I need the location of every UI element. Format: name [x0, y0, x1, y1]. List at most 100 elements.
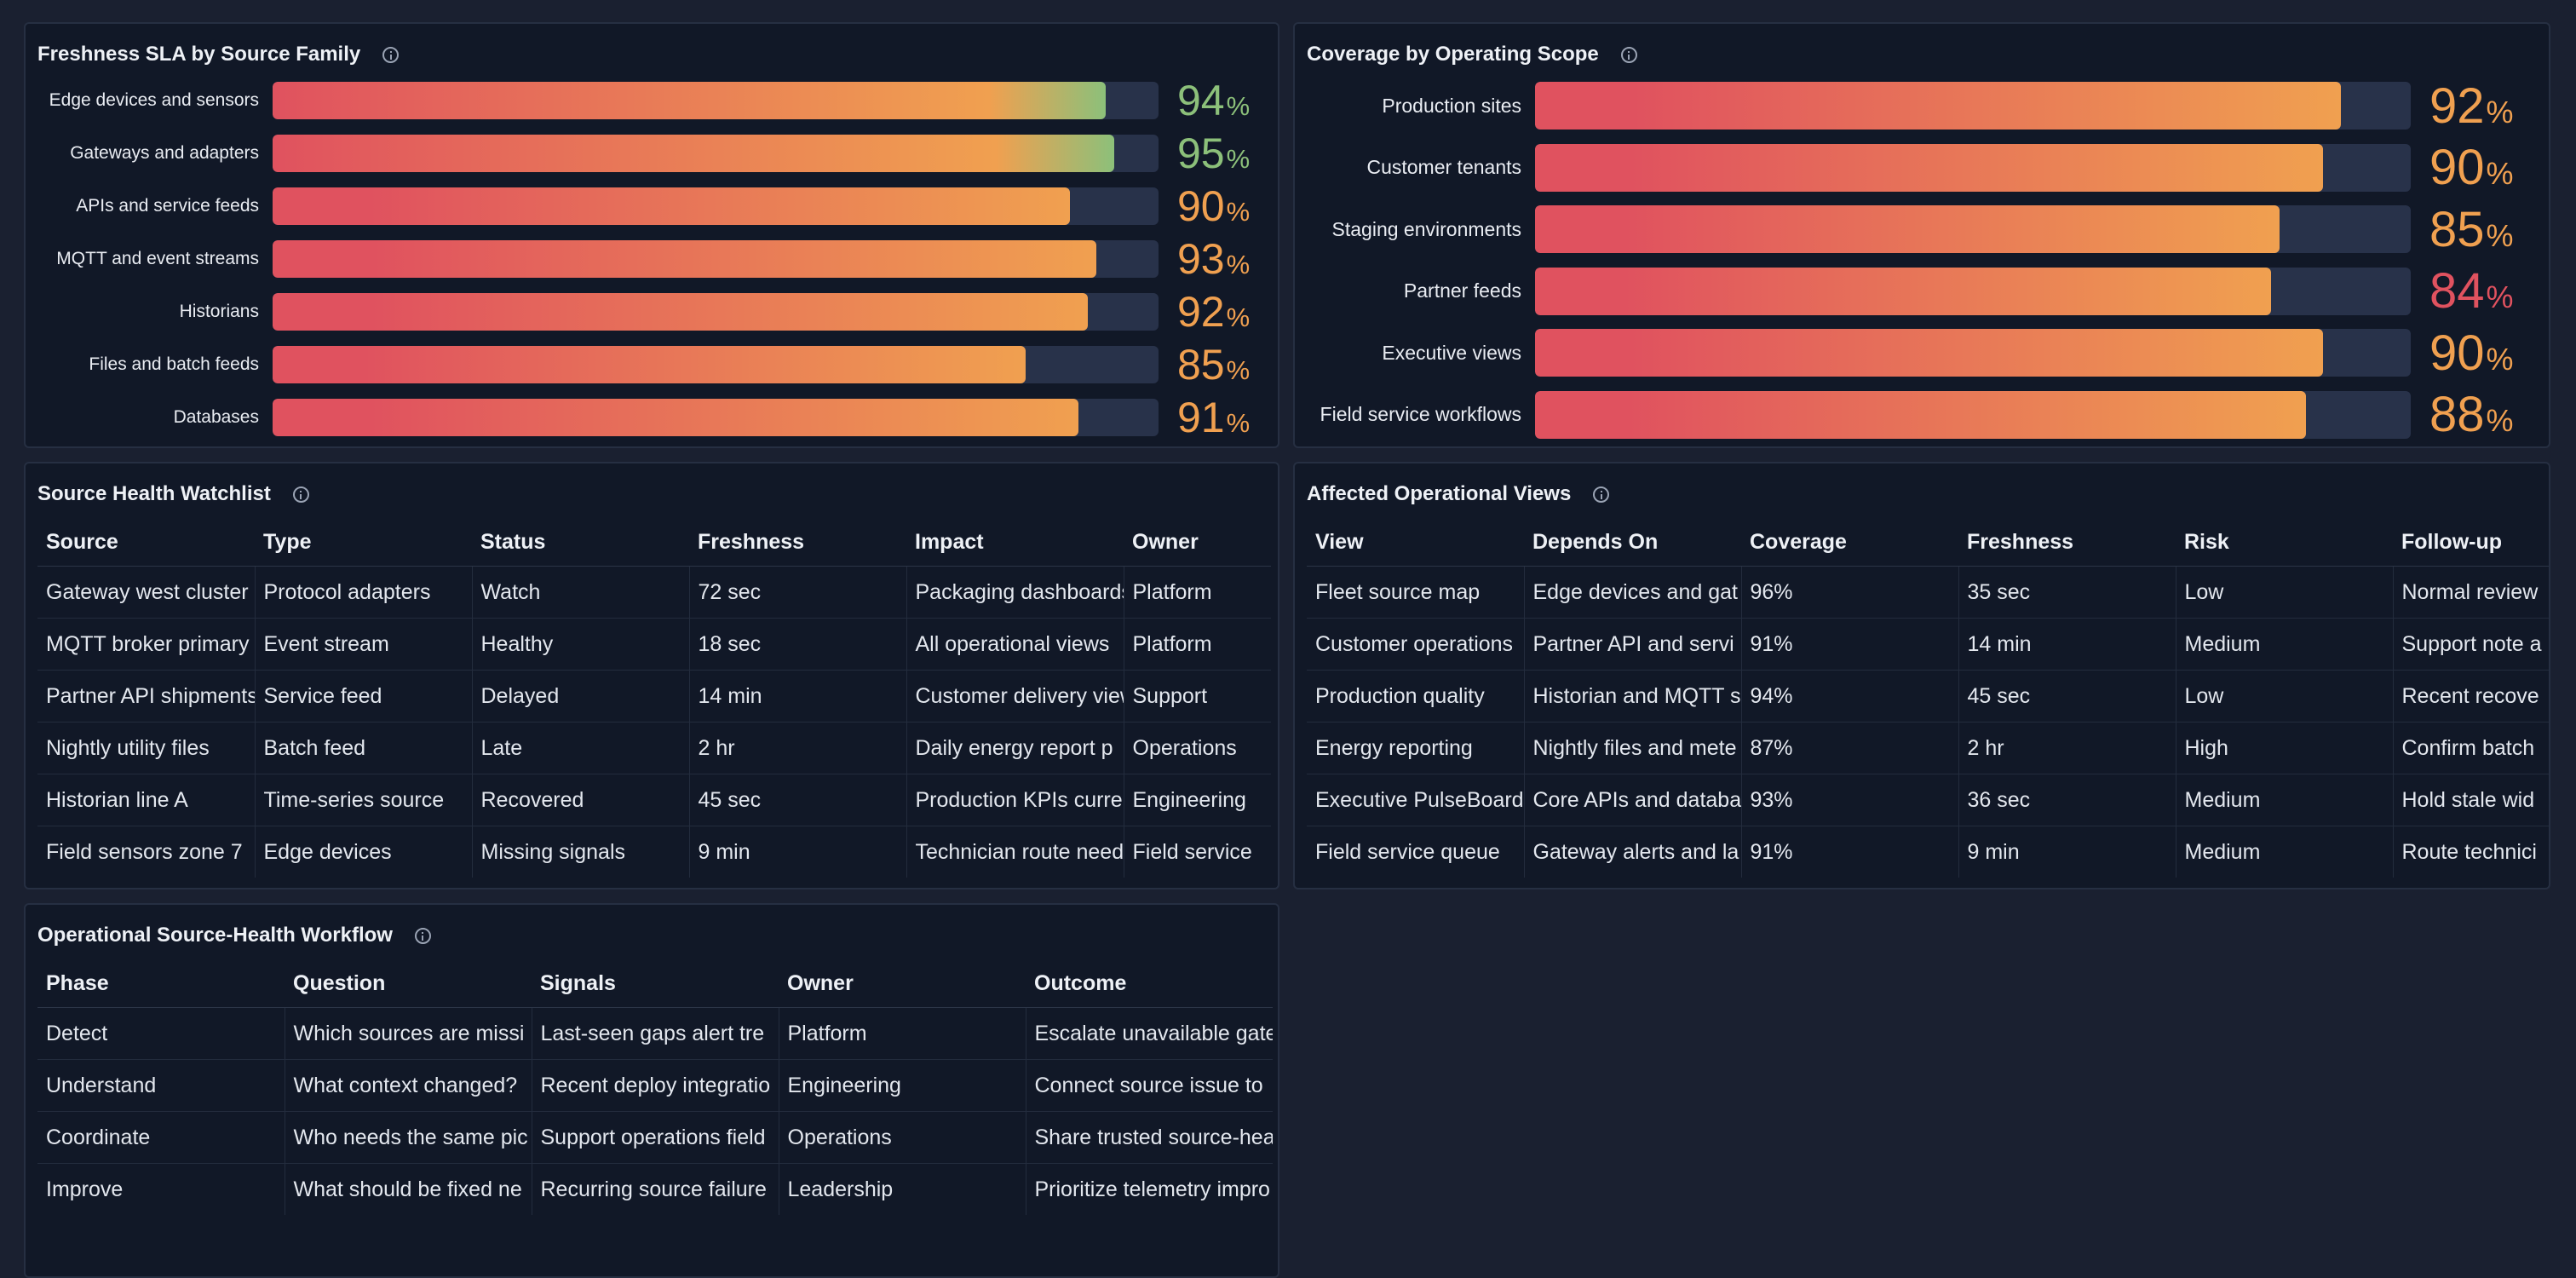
- column-header[interactable]: Follow-up: [2393, 518, 2549, 567]
- column-header[interactable]: Depends On: [1524, 518, 1741, 567]
- table-cell: Nightly files and mete: [1523, 722, 1741, 774]
- bar-value-number: 85: [1177, 341, 1225, 389]
- bar-label: Historians: [179, 302, 259, 321]
- table-cell: Improve: [46, 1177, 124, 1201]
- table-cell: Platform: [1123, 618, 1271, 671]
- bar-label: MQTT and event streams: [56, 249, 259, 268]
- table-header-row: Phase Question Signals Owner Outcome: [37, 959, 1273, 1008]
- bar-label: Production sites: [1382, 94, 1521, 117]
- table-row[interactable]: Understand What context changed? Recent de…: [37, 1059, 1273, 1112]
- table-row[interactable]: Field service queue Gateway alerts and la…: [1307, 826, 2549, 878]
- table-row[interactable]: Gateway west cluster Protocol adapters Wat…: [37, 566, 1271, 619]
- bar-row: Edge devices and sensors 94%: [26, 77, 1251, 124]
- bar-track: [1535, 143, 2411, 192]
- coverage-title-wrap: Coverage by Operating Scope: [1307, 43, 1637, 66]
- info-icon[interactable]: [1593, 486, 1610, 503]
- table-row[interactable]: Executive PulseBoard Core APIs and databa…: [1307, 774, 2549, 826]
- table-row[interactable]: Fleet source map Edge devices and gat 96% 3…: [1307, 566, 2549, 619]
- table-row[interactable]: Partner API shipments Service feed Delayed…: [37, 670, 1271, 722]
- bar-track: [273, 346, 1159, 383]
- column-header[interactable]: Source: [37, 518, 255, 567]
- bar-value: 94%: [1177, 76, 1250, 125]
- column-header[interactable]: Coverage: [1741, 518, 1958, 567]
- table-cell: Protocol adapters: [254, 566, 472, 619]
- info-icon[interactable]: [292, 486, 309, 503]
- info-icon[interactable]: [382, 46, 400, 63]
- table-cell: Delayed: [471, 670, 689, 722]
- table-cell: Route technici: [2392, 826, 2549, 878]
- bar-value-percent: %: [1226, 197, 1251, 227]
- column-header[interactable]: Freshness: [689, 518, 906, 567]
- table-cell: 35 sec: [1958, 566, 2176, 619]
- table-row[interactable]: Detect Which sources are missi Last-seen g…: [37, 1007, 1273, 1060]
- table-cell: Low: [2175, 566, 2393, 619]
- freshness-sla-title-wrap: Freshness SLA by Source Family: [37, 43, 400, 66]
- bar-fill: [273, 135, 1114, 172]
- column-header[interactable]: Owner: [1124, 518, 1271, 567]
- bar-value-percent: %: [2486, 156, 2514, 191]
- column-header[interactable]: Owner: [779, 959, 1026, 1008]
- table-cell: 2 hr: [1958, 722, 2176, 774]
- table-cell: Core APIs and databa: [1523, 774, 1741, 826]
- table-cell: Support note a: [2392, 618, 2549, 671]
- table-cell: Late: [471, 722, 689, 774]
- table-row[interactable]: Coordinate Who needs the same pic Support …: [37, 1111, 1273, 1164]
- table-cell: Understand: [37, 1059, 285, 1112]
- column-header[interactable]: Status: [472, 518, 689, 567]
- table-cell: Batch feed: [254, 722, 472, 774]
- table-cell: Recent recove: [2392, 670, 2549, 722]
- table-row[interactable]: Energy reporting Nightly files and mete 87…: [1307, 722, 2549, 774]
- bar-value: 91%: [1177, 393, 1250, 442]
- column-header[interactable]: Signals: [532, 959, 779, 1008]
- table-cell: Gateway west cluster: [37, 566, 255, 619]
- bar-track: [273, 240, 1159, 278]
- bar-value-number: 92: [2429, 78, 2485, 134]
- table-cell: Platform: [778, 1007, 1026, 1060]
- table-cell: What should be fixed ne: [284, 1163, 532, 1215]
- table-cell: Executive PulseBoard: [1307, 774, 1524, 826]
- bar-track: [273, 293, 1159, 331]
- table-cell: Customer operations: [1307, 618, 1524, 671]
- bar-label: Partner feeds: [1403, 279, 1521, 302]
- freshness-sla-panel: Freshness SLA by Source Family Edge devi…: [24, 22, 1279, 448]
- table-cell: Recent deploy integratio: [531, 1059, 779, 1112]
- table-header-row: View Depends On Coverage Freshness Risk Follo…: [1307, 518, 2549, 567]
- column-header[interactable]: Freshness: [1958, 518, 2176, 567]
- table-cell: Support: [1123, 670, 1271, 722]
- affected-title-wrap: Affected Operational Views: [1307, 482, 1610, 506]
- column-header[interactable]: Question: [285, 959, 532, 1008]
- column-header[interactable]: Impact: [906, 518, 1124, 567]
- bar-label: Edge devices and sensors: [49, 90, 259, 110]
- bar-value-percent: %: [2486, 403, 2514, 438]
- affected-table: View Depends On Coverage Freshness Risk Follo…: [1307, 518, 2549, 878]
- bar-track: [1535, 329, 2411, 377]
- column-header[interactable]: Outcome: [1026, 959, 1273, 1008]
- bar-value: 90%: [1177, 181, 1250, 231]
- table-row[interactable]: Improve What should be fixed ne Recurring …: [37, 1163, 1273, 1215]
- table-row[interactable]: MQTT broker primary Event stream Healthy 18…: [37, 618, 1271, 671]
- bar-track: [273, 135, 1159, 172]
- bar-fill: [1535, 205, 2280, 253]
- bar-label: Field service workflows: [1320, 403, 1521, 425]
- column-header[interactable]: Phase: [37, 959, 285, 1008]
- column-header[interactable]: Risk: [2176, 518, 2393, 567]
- bar-label: Customer tenants: [1366, 156, 1521, 178]
- source-health-watchlist-panel: Source Health Watchlist Source Type Status…: [24, 462, 1279, 889]
- info-icon[interactable]: [1620, 46, 1637, 63]
- workflow-table: Phase Question Signals Owner Outcome Detect Wh…: [37, 959, 1273, 1215]
- info-icon[interactable]: [414, 927, 431, 944]
- table-row[interactable]: Historian line A Time-series source Recove…: [37, 774, 1271, 826]
- table-row[interactable]: Customer operations Partner API and servi…: [1307, 618, 2549, 671]
- column-header[interactable]: View: [1307, 518, 1524, 567]
- bar-value-percent: %: [2486, 341, 2514, 377]
- table-cell: Edge devices: [254, 826, 472, 878]
- table-row[interactable]: Nightly utility files Batch feed Late 2 hr D…: [37, 722, 1271, 774]
- bar-value: 88%: [2429, 386, 2513, 443]
- table-row[interactable]: Production quality Historian and MQTT s 94…: [1307, 670, 2549, 722]
- table-row[interactable]: Field sensors zone 7 Edge devices Missing …: [37, 826, 1271, 878]
- bar-value-percent: %: [1226, 91, 1251, 121]
- table-cell: Time-series source: [254, 774, 472, 826]
- bar-value-number: 85: [2429, 201, 2485, 257]
- column-header[interactable]: Type: [255, 518, 472, 567]
- bar-fill: [1535, 390, 2306, 439]
